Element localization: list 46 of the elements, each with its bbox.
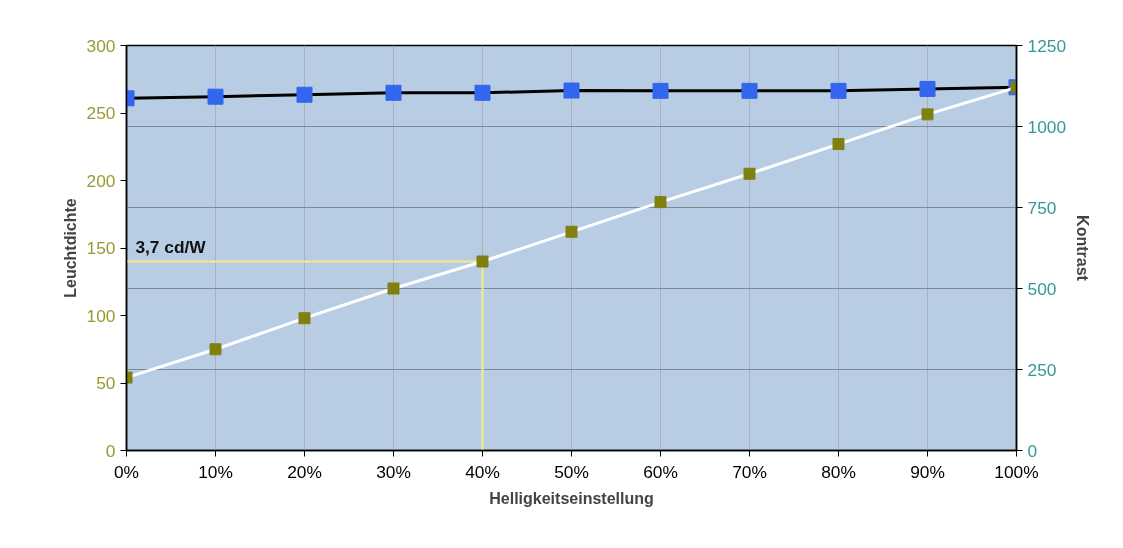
y-tick-label: 50 [96,373,116,393]
y2-tick-label: 250 [1027,359,1057,380]
point [298,312,311,325]
x-axis-title: Helligkeitseinstellung [489,489,654,507]
y-tick-label: 300 [86,35,116,56]
point [832,138,845,151]
y-tick-label: 250 [86,103,116,123]
y2-tick-label: 750 [1027,197,1057,218]
point [830,82,847,99]
y-tick-label: 150 [86,238,116,258]
x-tick-label: 30% [376,461,411,482]
x-tick-label: 70% [732,461,767,482]
x-tick-label: 40% [465,461,500,482]
y2-tick-label: 1000 [1027,116,1067,137]
y-axis-title: Leuchtdichte [61,198,79,298]
point [474,84,491,101]
point [476,255,489,268]
x-tick-label: 80% [821,461,856,482]
x-tick-label: 20% [287,461,322,482]
y-tick-label: 200 [86,170,116,191]
x-tick-label: 100% [994,461,1039,482]
point [654,196,667,209]
point [563,82,580,99]
y2-tick-label: 500 [1027,278,1057,299]
point [207,88,224,105]
point [919,80,936,97]
ref-line-label: 3,7 cd/W [135,237,207,258]
point [741,82,758,99]
point [743,167,756,180]
x-tick-label: 50% [554,461,589,482]
x-tick-label: 90% [910,461,945,482]
point [652,82,669,99]
y-tick-label: 100 [86,305,116,326]
x-tick-label: 0% [113,461,140,482]
x-tick-label: 10% [198,461,233,482]
point [209,343,222,356]
point [296,86,313,103]
point [387,282,400,295]
y2-tick-label: 1250 [1027,35,1067,56]
x-tick-label: 60% [643,461,678,482]
y2-tick-label: 0 [1027,440,1038,461]
point [921,108,934,121]
point [565,225,578,238]
point [385,84,402,101]
y-tick-label: 0 [105,440,116,461]
y2-axis-title: Kontrast [1074,215,1092,282]
